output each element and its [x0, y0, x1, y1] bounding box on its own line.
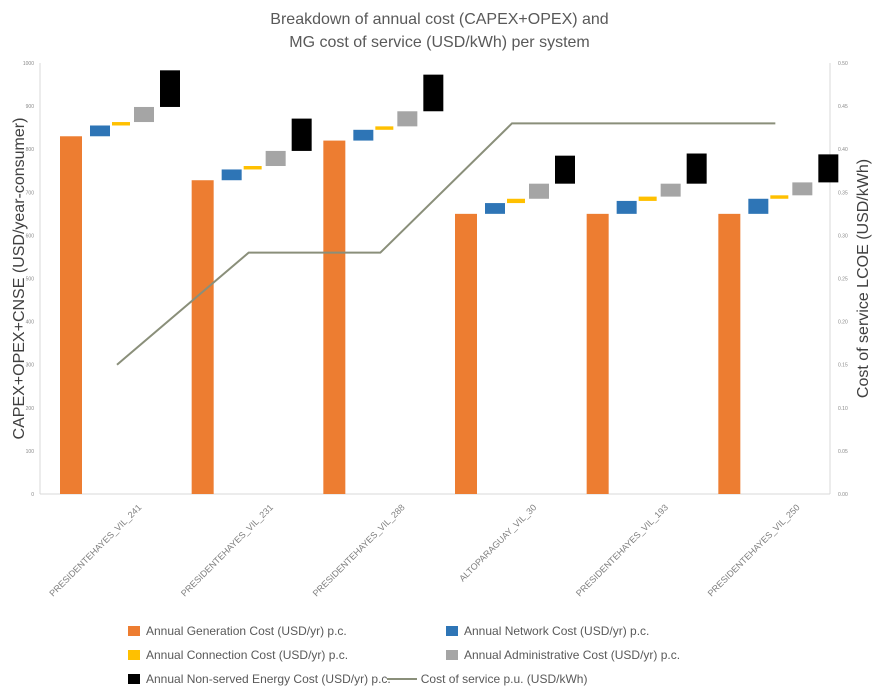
chart-title: Breakdown of annual cost (CAPEX+OPEX) an… — [0, 8, 879, 54]
bar-connection — [770, 195, 789, 199]
x-tick-label: ALTOPARAGUAY_VIL_30 — [457, 502, 538, 583]
y2-tick-label: 0.00 — [838, 492, 848, 498]
bar-nonserved — [686, 153, 707, 184]
y2-axis-title: Cost of service LCOE (USD/kWh) — [855, 159, 872, 398]
bar-nonserved — [555, 155, 575, 184]
bar-network — [221, 169, 242, 181]
bar-generation — [586, 213, 609, 494]
bar-administrative — [792, 182, 813, 196]
bar-connection — [507, 198, 525, 204]
y-tick-label: 900 — [26, 104, 35, 110]
bar-network — [616, 200, 637, 214]
bar-administrative — [529, 183, 549, 199]
bar-nonserved — [818, 154, 839, 183]
legend-swatch-network — [446, 626, 458, 636]
legend-label-cost-line: Cost of service p.u. (USD/kWh) — [420, 672, 588, 686]
y2-tick-label: 0.20 — [838, 320, 848, 326]
bar-network — [90, 125, 110, 137]
chart-title-line-1: Breakdown of annual cost (CAPEX+OPEX) an… — [270, 11, 609, 28]
bar-administrative — [134, 106, 154, 123]
y-tick-label: 500 — [26, 277, 35, 283]
bar-connection — [112, 122, 130, 126]
y-tick-label: 100 — [26, 449, 35, 455]
y-tick-label: 600 — [26, 233, 35, 239]
y-tick-label: 300 — [26, 363, 35, 369]
bar-network — [748, 198, 769, 214]
bar-nonserved — [291, 118, 312, 151]
legend-swatch-nonserved — [128, 674, 140, 684]
legend-label-nonserved: Annual Non-served Energy Cost (USD/yr) p… — [146, 672, 391, 686]
y-tick-label: 400 — [26, 320, 35, 326]
bar-generation — [191, 180, 214, 494]
bar-connection — [243, 166, 262, 170]
bar-generation — [323, 140, 346, 494]
y-tick-label: 700 — [26, 190, 35, 196]
legend-item-generation: Annual Generation Cost (USD/yr) p.c. — [128, 622, 347, 640]
legend-item-connection: Annual Connection Cost (USD/yr) p.c. — [128, 646, 348, 664]
y2-tick-label: 0.05 — [838, 449, 848, 455]
chart-title-line-2: MG cost of service (USD/kWh) per system — [289, 34, 590, 51]
bar-administrative — [660, 183, 681, 197]
y2-tick-label: 0.40 — [838, 147, 848, 153]
legend-swatch-cost-line — [386, 678, 417, 680]
y-tick-label: 1000 — [23, 61, 34, 67]
cost-of-service-line — [116, 122, 776, 366]
y-tick-label: 800 — [26, 147, 35, 153]
y2-tick-label: 0.25 — [838, 277, 848, 283]
y-axis-title: CAPEX+OPEX+CNSE (USD/year-consumer) — [11, 118, 28, 440]
y2-tick-label: 0.50 — [838, 61, 848, 67]
x-tick-label: PRESIDENTEHAYES_VIL_250 — [706, 502, 802, 598]
bar-administrative — [265, 150, 286, 167]
bar-network — [353, 129, 374, 141]
legend-item-network: Annual Network Cost (USD/yr) p.c. — [446, 622, 649, 640]
legend-swatch-administrative — [446, 650, 458, 660]
bar-generation — [455, 213, 477, 494]
legend-label-generation: Annual Generation Cost (USD/yr) p.c. — [146, 624, 347, 638]
legend-label-connection: Annual Connection Cost (USD/yr) p.c. — [146, 648, 349, 662]
x-tick-label: PRESIDENTEHAYES_VIL_231 — [179, 502, 275, 598]
x-tick-label: PRESIDENTEHAYES_VIL_193 — [574, 502, 670, 598]
y2-tick-label: 0.30 — [838, 233, 848, 239]
legend-label-administrative: Annual Administrative Cost (USD/yr) p.c. — [464, 648, 681, 662]
x-tick-label: PRESIDENTEHAYES_VIL_288 — [311, 502, 407, 598]
bar-administrative — [397, 111, 418, 127]
y2-tick-label: 0.45 — [838, 104, 848, 110]
bar-generation — [60, 136, 82, 494]
y2-tick-label: 0.35 — [838, 190, 848, 196]
bar-nonserved — [160, 70, 180, 107]
bar-generation — [718, 213, 741, 494]
bar-connection — [375, 126, 394, 130]
y2-tick-label: 0.10 — [838, 406, 848, 412]
bar-nonserved — [423, 74, 444, 112]
x-tick-label: PRESIDENTEHAYES_VIL_241 — [47, 502, 143, 598]
y-tick-label: 0 — [31, 492, 34, 498]
y2-tick-label: 0.15 — [838, 363, 848, 369]
bar-network — [485, 203, 505, 214]
y-tick-label: 200 — [26, 406, 35, 412]
legend-label-network: Annual Network Cost (USD/yr) p.c. — [464, 624, 650, 638]
legend-item-nonserved: Annual Non-served Energy Cost (USD/yr) p… — [128, 670, 587, 688]
legend-swatch-generation — [128, 626, 140, 636]
legend-item-administrative: Annual Administrative Cost (USD/yr) p.c. — [446, 646, 680, 664]
bar-connection — [638, 196, 657, 201]
legend-swatch-connection — [128, 650, 140, 660]
